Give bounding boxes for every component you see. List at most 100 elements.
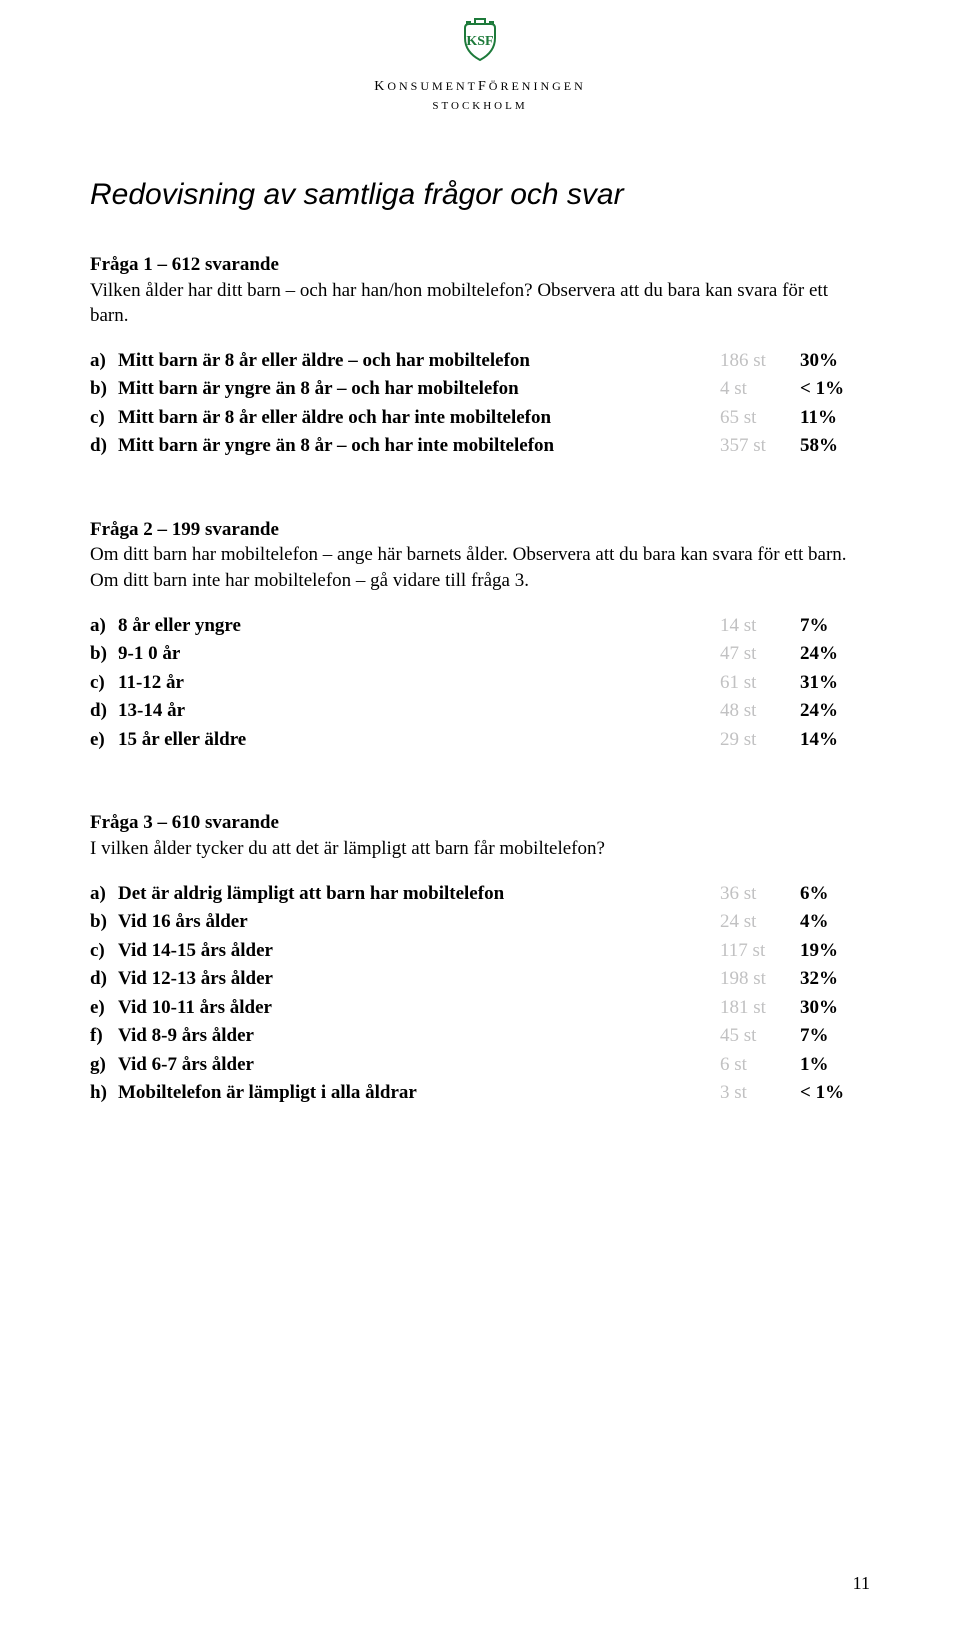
option-label: 13-14 år — [118, 697, 720, 726]
option-row: a)8 år eller yngre14 st7% — [90, 612, 870, 641]
option-count: 117 st — [720, 937, 800, 966]
option-percent: 7% — [800, 612, 870, 641]
option-count: 61 st — [720, 669, 800, 698]
option-label: Mitt barn är yngre än 8 år – och har mob… — [118, 375, 720, 404]
option-count: 48 st — [720, 697, 800, 726]
option-count: 4 st — [720, 375, 800, 404]
option-percent: 30% — [800, 994, 870, 1023]
option-row: a)Det är aldrig lämpligt att barn har mo… — [90, 880, 870, 909]
option-label: Det är aldrig lämpligt att barn har mobi… — [118, 880, 720, 909]
question-text: I vilken ålder tycker du att det är lämp… — [90, 836, 870, 862]
option-letter: c) — [90, 669, 118, 698]
option-letter: d) — [90, 697, 118, 726]
question-block: Fråga 3 – 610 svarandeI vilken ålder tyc… — [90, 810, 870, 1107]
option-label: Vid 14-15 års ålder — [118, 937, 720, 966]
option-letter: a) — [90, 880, 118, 909]
option-letter: e) — [90, 994, 118, 1023]
option-row: a)Mitt barn är 8 år eller äldre – och ha… — [90, 347, 870, 376]
option-letter: a) — [90, 612, 118, 641]
svg-text:KSF: KSF — [466, 34, 493, 49]
option-letter: d) — [90, 965, 118, 994]
option-count: 24 st — [720, 908, 800, 937]
question-heading: Fråga 3 – 610 svarande — [90, 810, 870, 836]
option-label: 15 år eller äldre — [118, 726, 720, 755]
question-block: Fråga 2 – 199 svarandeOm ditt barn har m… — [90, 517, 870, 754]
page-number: 11 — [853, 1571, 870, 1595]
option-percent: 7% — [800, 1022, 870, 1051]
option-letter: e) — [90, 726, 118, 755]
option-count: 198 st — [720, 965, 800, 994]
option-letter: a) — [90, 347, 118, 376]
option-row: g)Vid 6-7 års ålder6 st1% — [90, 1051, 870, 1080]
option-count: 181 st — [720, 994, 800, 1023]
option-row: h)Mobiltelefon är lämpligt i alla åldrar… — [90, 1079, 870, 1108]
question-block: Fråga 1 – 612 svarandeVilken ålder har d… — [90, 252, 870, 461]
option-letter: h) — [90, 1079, 118, 1108]
option-row: d)Mitt barn är yngre än 8 år – och har i… — [90, 432, 870, 461]
option-count: 45 st — [720, 1022, 800, 1051]
logo-text-line1: KONSUMENTFÖRENINGEN — [90, 78, 870, 97]
option-row: e)15 år eller äldre29 st14% — [90, 726, 870, 755]
logo-header: KSF KONSUMENTFÖRENINGEN STOCKHOLM — [90, 18, 870, 113]
question-heading: Fråga 1 – 612 svarande — [90, 252, 870, 278]
option-label: Vid 8-9 års ålder — [118, 1022, 720, 1051]
logo-text-line2: STOCKHOLM — [90, 99, 870, 114]
question-text: Om ditt barn har mobiltelefon – ange här… — [90, 542, 870, 593]
option-label: Mobiltelefon är lämpligt i alla åldrar — [118, 1079, 720, 1108]
options-list: a)8 år eller yngre14 st7%b)9-1 0 år47 st… — [90, 612, 870, 755]
option-letter: c) — [90, 404, 118, 433]
option-percent: < 1% — [800, 375, 870, 404]
option-row: b)9-1 0 år47 st24% — [90, 640, 870, 669]
option-label: Mitt barn är 8 år eller äldre och har in… — [118, 404, 720, 433]
options-list: a)Det är aldrig lämpligt att barn har mo… — [90, 880, 870, 1108]
option-percent: 6% — [800, 880, 870, 909]
option-row: b)Vid 16 års ålder24 st4% — [90, 908, 870, 937]
option-percent: 31% — [800, 669, 870, 698]
option-label: Vid 6-7 års ålder — [118, 1051, 720, 1080]
option-count: 47 st — [720, 640, 800, 669]
option-percent: 24% — [800, 640, 870, 669]
option-label: 9-1 0 år — [118, 640, 720, 669]
option-percent: < 1% — [800, 1079, 870, 1108]
option-percent: 24% — [800, 697, 870, 726]
question-text: Vilken ålder har ditt barn – och har han… — [90, 278, 870, 329]
option-label: Vid 12-13 års ålder — [118, 965, 720, 994]
option-letter: b) — [90, 375, 118, 404]
option-label: 8 år eller yngre — [118, 612, 720, 641]
option-count: 65 st — [720, 404, 800, 433]
option-row: f)Vid 8-9 års ålder45 st7% — [90, 1022, 870, 1051]
option-letter: b) — [90, 908, 118, 937]
option-letter: g) — [90, 1051, 118, 1080]
option-label: 11-12 år — [118, 669, 720, 698]
page-title: Redovisning av samtliga frågor och svar — [90, 175, 870, 216]
option-count: 14 st — [720, 612, 800, 641]
option-count: 186 st — [720, 347, 800, 376]
question-heading: Fråga 2 – 199 svarande — [90, 517, 870, 543]
option-letter: f) — [90, 1022, 118, 1051]
option-percent: 11% — [800, 404, 870, 433]
option-row: d)13-14 år48 st24% — [90, 697, 870, 726]
option-label: Vid 10-11 års ålder — [118, 994, 720, 1023]
option-label: Vid 16 års ålder — [118, 908, 720, 937]
option-row: c)11-12 år61 st31% — [90, 669, 870, 698]
option-percent: 32% — [800, 965, 870, 994]
option-percent: 30% — [800, 347, 870, 376]
option-percent: 58% — [800, 432, 870, 461]
logo-emblem-icon: KSF — [453, 18, 507, 66]
option-count: 357 st — [720, 432, 800, 461]
option-count: 3 st — [720, 1079, 800, 1108]
option-row: e)Vid 10-11 års ålder181 st30% — [90, 994, 870, 1023]
option-letter: b) — [90, 640, 118, 669]
option-row: c)Mitt barn är 8 år eller äldre och har … — [90, 404, 870, 433]
option-count: 6 st — [720, 1051, 800, 1080]
option-percent: 19% — [800, 937, 870, 966]
option-count: 36 st — [720, 880, 800, 909]
option-percent: 1% — [800, 1051, 870, 1080]
option-letter: d) — [90, 432, 118, 461]
option-percent: 14% — [800, 726, 870, 755]
options-list: a)Mitt barn är 8 år eller äldre – och ha… — [90, 347, 870, 461]
option-label: Mitt barn är yngre än 8 år – och har int… — [118, 432, 720, 461]
option-count: 29 st — [720, 726, 800, 755]
option-percent: 4% — [800, 908, 870, 937]
option-row: d)Vid 12-13 års ålder198 st32% — [90, 965, 870, 994]
